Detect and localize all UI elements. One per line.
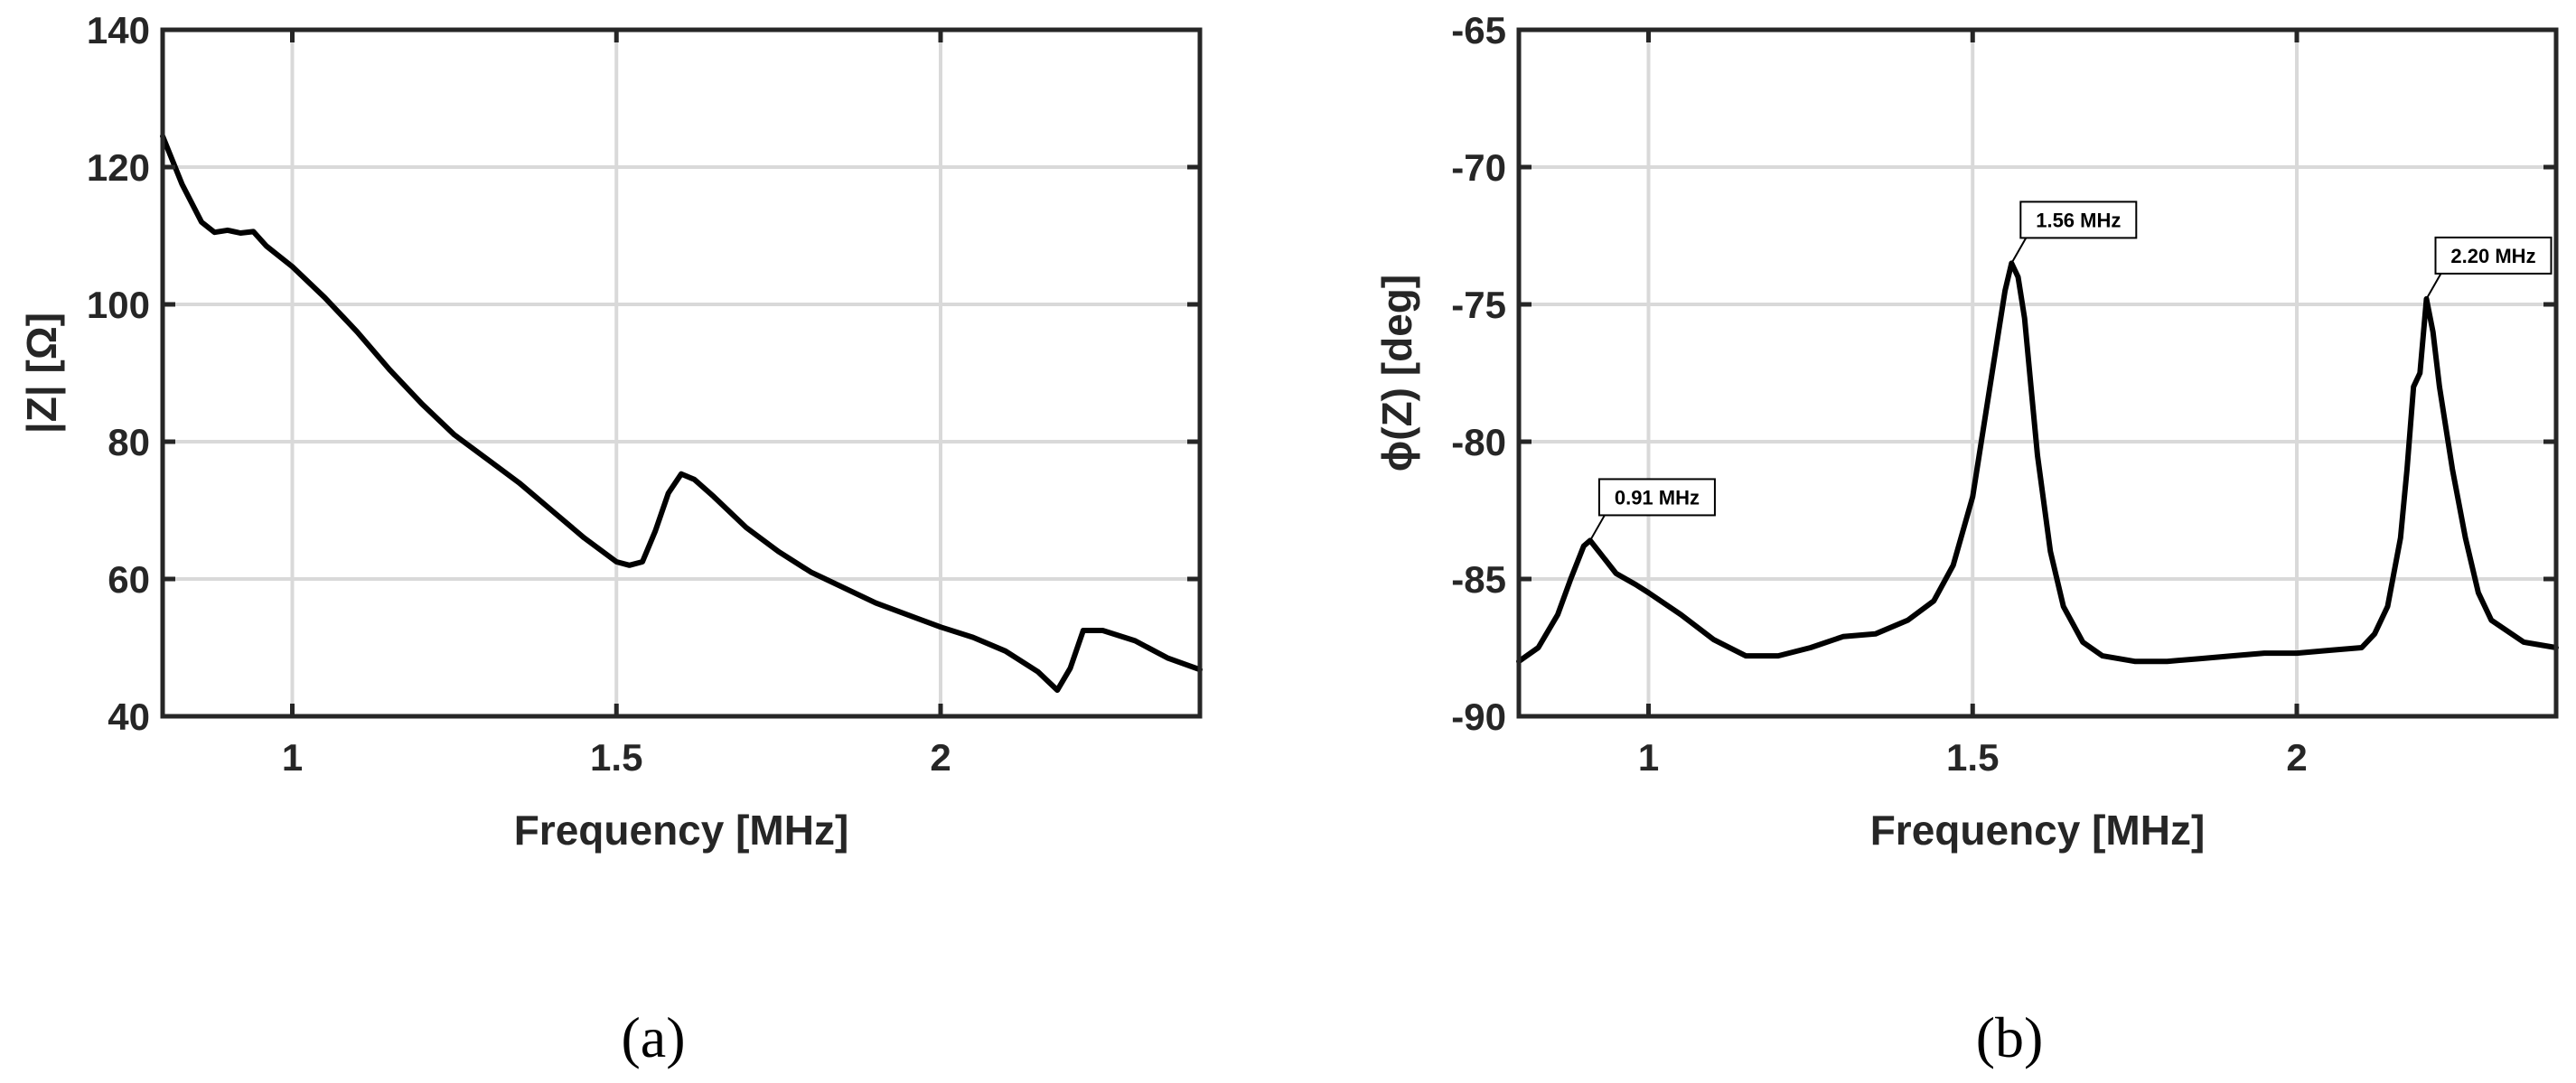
grid-a (163, 28, 1200, 718)
panel-caption-a: (a) (621, 1005, 685, 1069)
annotation-box (1597, 478, 1716, 517)
y-tick-label: -70 (1451, 146, 1506, 189)
x-axis-label-b: Frequency [MHz] (1870, 807, 2206, 854)
annotation-box (2434, 236, 2553, 275)
y-tick-label: -75 (1451, 284, 1506, 326)
annotation-leader (1589, 514, 1606, 541)
x-tick-label: 1 (1638, 736, 1659, 779)
y-tick-label: 80 (108, 421, 150, 463)
y-tick-label: 100 (87, 284, 150, 326)
ticks-b: 1 1.5 2 -90 -85 -80 -75 -70 -65 (1451, 9, 2556, 779)
peak-annotations: 0.91 MHz 1.56 MHz 2.20 MHz (1589, 201, 2553, 541)
x-tick-label: 1.5 (1946, 736, 1999, 779)
x-tick-label: 1 (282, 736, 303, 779)
y-axis-label-b: ϕ(Z) [deg] (1373, 275, 1420, 471)
panel-a: 1 1.5 2 40 60 80 100 120 140 Frequency [MHz] |Z|… (18, 9, 1203, 1069)
panel-caption-b: (b) (1976, 1005, 2044, 1069)
ticks-a: 1 1.5 2 40 60 80 100 120 140 (87, 9, 1200, 779)
x-tick-label: 1.5 (590, 736, 642, 779)
impedance-phase-line (1516, 260, 2559, 665)
y-tick-label: -90 (1451, 696, 1506, 738)
panel-b: 1 1.5 2 -90 -85 -80 -75 -70 -65 0.91 MHz 1.56 MHz… (1373, 9, 2559, 1069)
annotation-label: 1.56 MHz (2036, 209, 2121, 231)
annotation-label: 0.91 MHz (1615, 486, 1700, 509)
annotation-leader (2010, 237, 2028, 264)
y-tick-label: -65 (1451, 9, 1506, 51)
y-tick-label: 120 (87, 146, 150, 189)
impedance-magnitude-line (160, 133, 1203, 694)
y-tick-label: 40 (108, 696, 150, 738)
y-tick-label: 140 (87, 9, 150, 51)
axes-frame-b (1516, 27, 2559, 719)
x-tick-label: 2 (2286, 736, 2307, 779)
x-tick-label: 2 (930, 736, 951, 779)
y-tick-label: -80 (1451, 421, 1506, 463)
x-axis-label-a: Frequency [MHz] (514, 807, 849, 854)
axes-frame-a (160, 27, 1203, 719)
annotation-label: 2.20 MHz (2450, 245, 2535, 267)
y-tick-label: 60 (108, 558, 150, 601)
y-tick-label: -85 (1451, 558, 1506, 601)
annotation-box (2019, 201, 2138, 239)
y-axis-label-a: |Z| [Ω] (18, 313, 65, 434)
annotation-leader (2425, 273, 2442, 300)
